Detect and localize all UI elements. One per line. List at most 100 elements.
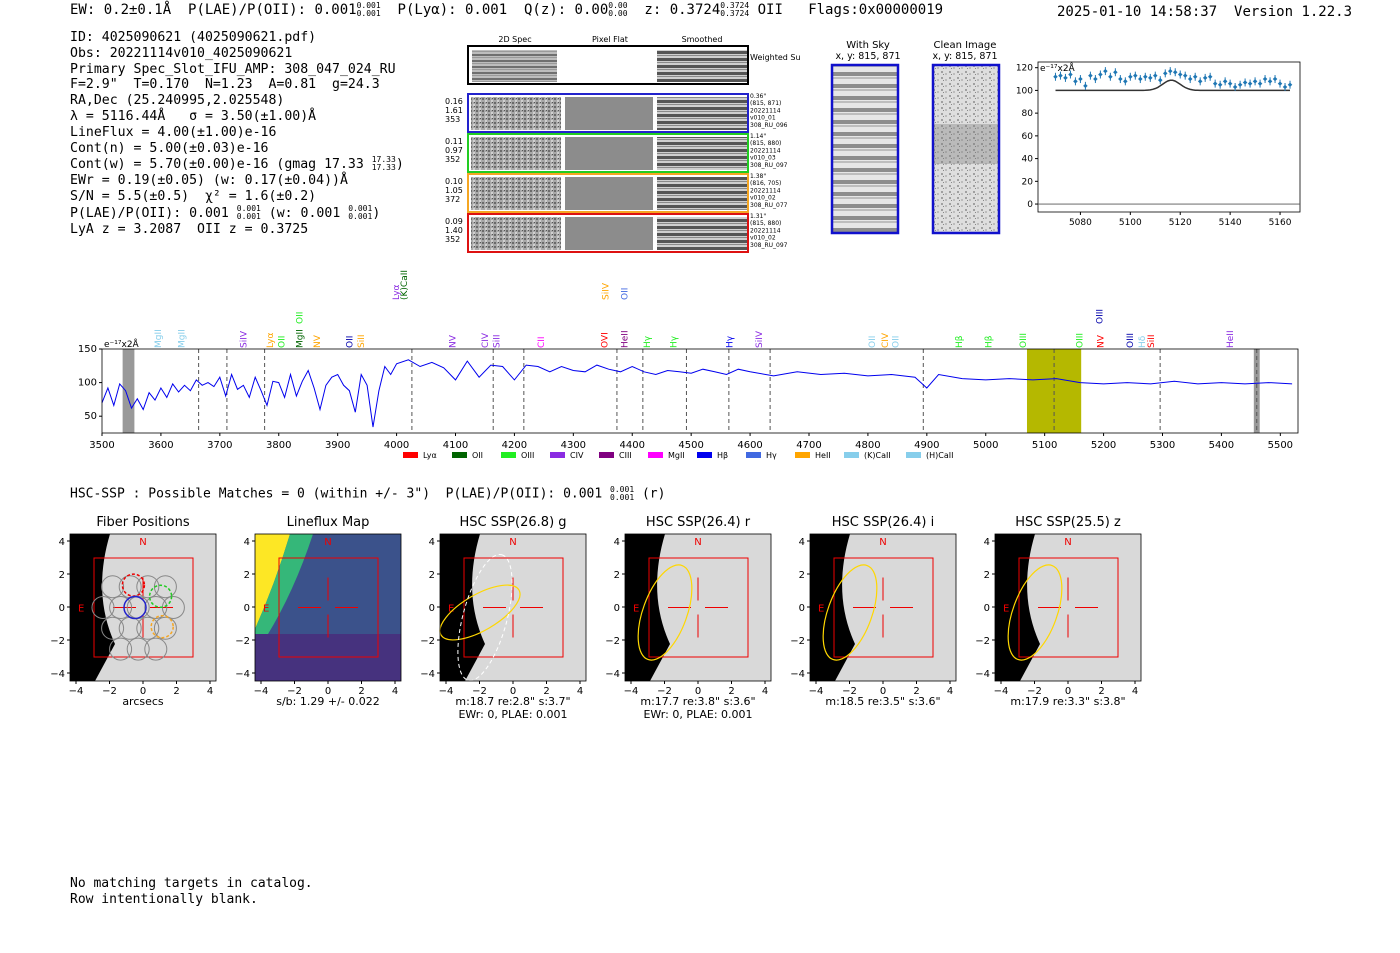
zoom-point xyxy=(1128,74,1133,80)
full-line-label: OII xyxy=(892,336,902,348)
panel-title: Fiber Positions xyxy=(96,515,189,530)
full-xtick-label: 4000 xyxy=(384,440,409,451)
header-z-lo: 0.3724 xyxy=(720,9,750,18)
full-xtick-label: 5500 xyxy=(1268,440,1293,451)
full-axes-frame xyxy=(101,348,1299,434)
cutout-row-meta-line: 308_RU_096 xyxy=(750,122,788,129)
full-legend-swatch xyxy=(697,452,712,458)
cutout-row-meta-line: v010_03 xyxy=(750,155,776,162)
zoom-xtick-label: 5100 xyxy=(1119,218,1142,228)
full-xtick-label: 4700 xyxy=(796,440,821,451)
panel-north-label: N xyxy=(509,537,516,548)
full-ytick-label: 50 xyxy=(84,411,97,422)
full-xtick-label: 5100 xyxy=(1032,440,1057,451)
cutout-row-2dspec xyxy=(471,137,561,170)
zoom-point xyxy=(1153,73,1158,78)
full-line-label: OIII xyxy=(1095,309,1105,324)
panel-ytick-label: −2 xyxy=(420,636,435,647)
header-z-hi: 0.3724 xyxy=(720,1,750,10)
panel-xlabel: m:17.9 re:3.3" s:3.8" xyxy=(1010,695,1125,708)
full-line-label: OII xyxy=(868,336,878,348)
full-line-label: OII xyxy=(295,312,305,324)
cutout-row-meta-line: 1.14" xyxy=(750,133,766,140)
panel-ytick-label: −2 xyxy=(975,636,990,647)
full-xtick-label: 4200 xyxy=(502,440,527,451)
full-line-label: Hγ xyxy=(643,335,653,348)
full-xtick-label: 4400 xyxy=(620,440,645,451)
panel-ytick-label: 0 xyxy=(614,603,620,614)
full-xtick-label: 4800 xyxy=(855,440,880,451)
info-lambda: λ = 5116.44Å σ = 3.50(±1.00)Å xyxy=(70,108,317,124)
panel-east-label: E xyxy=(1003,604,1009,615)
cutout-row-meta-line: (815, 871) xyxy=(750,100,781,107)
full-legend-label: CIII xyxy=(619,451,632,460)
zoom-point xyxy=(1093,76,1098,82)
panel-xtick-label: 2 xyxy=(543,686,549,697)
cutout-row-pixelflat xyxy=(565,177,653,210)
full-legend-label: MgII xyxy=(668,451,685,460)
with-sky-image xyxy=(830,63,900,235)
zoom-ytick-label: 40 xyxy=(1022,155,1034,165)
full-legend-swatch xyxy=(550,452,565,458)
panel-xtick-label: 4 xyxy=(1132,686,1138,697)
cutout-row-meta-line: v010_02 xyxy=(750,195,776,202)
panel-xlabel: EWr: 0, PLAE: 0.001 xyxy=(458,708,567,721)
cutout-row-meta-line: 308_RU_077 xyxy=(750,202,788,209)
header-flags: Flags:0x00000019 xyxy=(808,2,944,18)
full-legend-label: Hβ xyxy=(717,451,728,460)
full-legend-label: (H)CaII xyxy=(926,451,953,460)
panel-fiber xyxy=(136,575,160,599)
panel-ytick-label: 0 xyxy=(429,603,435,614)
full-legend-label: OIII xyxy=(521,451,534,460)
zoom-point xyxy=(1207,74,1213,80)
header-plae: P(LAE)/P(OII): 0.001 xyxy=(188,2,357,18)
zoom-ytick-label: 0 xyxy=(1027,200,1033,210)
full-line-label: MgII xyxy=(295,329,305,348)
panel-xtick-label: 2 xyxy=(1098,686,1104,697)
full-line-label: MgII xyxy=(177,329,187,348)
zoom-point xyxy=(1232,84,1238,90)
full-legend-swatch xyxy=(906,452,921,458)
panel-xlabel: s/b: 1.29 +/- 0.022 xyxy=(276,695,380,708)
full-spectrum-line xyxy=(101,359,1293,428)
full-legend-swatch xyxy=(844,452,859,458)
full-ytick-label: 100 xyxy=(78,378,97,389)
panel-xtick-label: 4 xyxy=(762,686,768,697)
full-xtick-label: 5400 xyxy=(1209,440,1234,451)
zoom-point xyxy=(1098,72,1103,77)
cutout-row-meta-line: 20221114 xyxy=(750,187,781,194)
full-line-label: HeII xyxy=(1226,330,1236,348)
zoom-point xyxy=(1133,73,1138,78)
full-line-label: OIII xyxy=(1075,333,1085,348)
panel-ytick-label: −4 xyxy=(50,669,65,680)
cutout-row-stat: 0.11 xyxy=(445,137,463,146)
full-spectrum-chart: e⁻¹⁷x2Å 50 100 150 3500 3600 3700 3800 3900 4000 4… xyxy=(78,270,1299,460)
zoom-ytick-label: 60 xyxy=(1022,132,1034,142)
panel-ytick-label: 4 xyxy=(799,537,805,548)
full-line-label: Hβ xyxy=(985,335,995,348)
header-z: z: 0.3724 xyxy=(644,2,721,18)
full-ytick-label: 150 xyxy=(78,344,97,355)
cutout-row-stat: 0.97 xyxy=(445,146,463,155)
cutout-col-2dspec: 2D Spec xyxy=(498,35,531,44)
cutout-row-stat: 0.09 xyxy=(445,217,463,226)
cutout-row-smoothed xyxy=(657,97,747,130)
cutout-row-meta: 0.36" (815, 871) 20221114 v010_01 308_RU_096 xyxy=(750,93,788,129)
zoom-model-line xyxy=(1055,79,1290,92)
panel-aperture-box xyxy=(648,557,749,658)
panel-dark-source xyxy=(995,534,1040,681)
panel-north-label: N xyxy=(694,537,701,548)
zoom-point xyxy=(1277,81,1283,86)
zoom-point xyxy=(1192,74,1198,80)
full-shaded-range xyxy=(122,349,135,433)
cutout-row-meta-line: 20221114 xyxy=(750,147,781,154)
panel-xtick-label: −4 xyxy=(439,686,454,697)
zoom-point xyxy=(1227,81,1233,86)
full-xtick-label: 3900 xyxy=(325,440,350,451)
zoom-ytick-label: 20 xyxy=(1022,177,1034,187)
panel-title: HSC SSP(26.4) r xyxy=(646,515,751,530)
cutout-row-meta: 1.38" (816, 705) 20221114 v010_02 308_RU_077 xyxy=(750,173,788,209)
zoom-point xyxy=(1252,79,1258,84)
zoom-xtick-label: 5080 xyxy=(1069,218,1092,228)
